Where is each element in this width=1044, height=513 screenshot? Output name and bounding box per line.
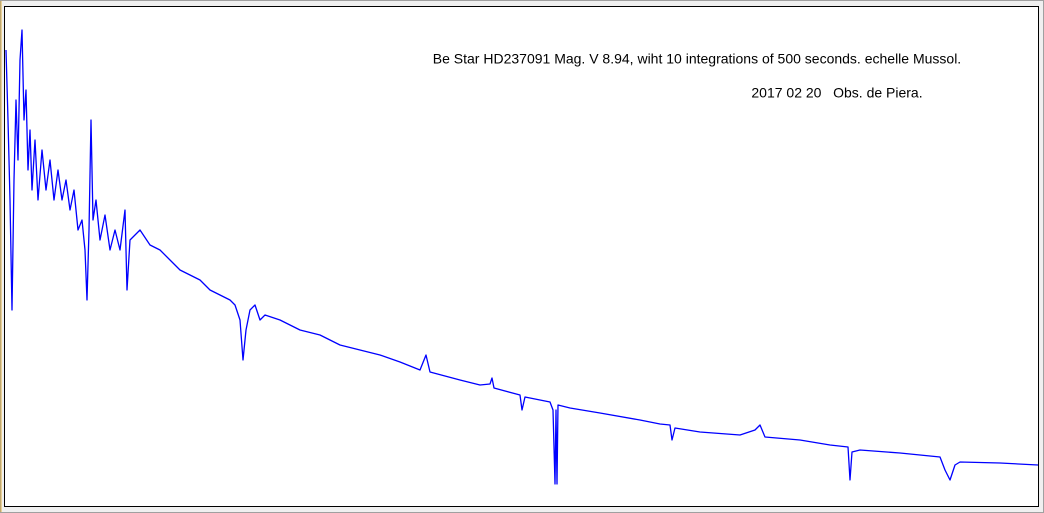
plot-frame [4, 6, 1039, 507]
chart-subtitle: 2017 02 20 Obs. de Piera. [751, 85, 922, 101]
spectrum-line [5, 29, 1039, 485]
plot-area [5, 29, 1039, 485]
chart-title: Be Star HD237091 Mag. V 8.94, wiht 10 in… [433, 51, 961, 67]
